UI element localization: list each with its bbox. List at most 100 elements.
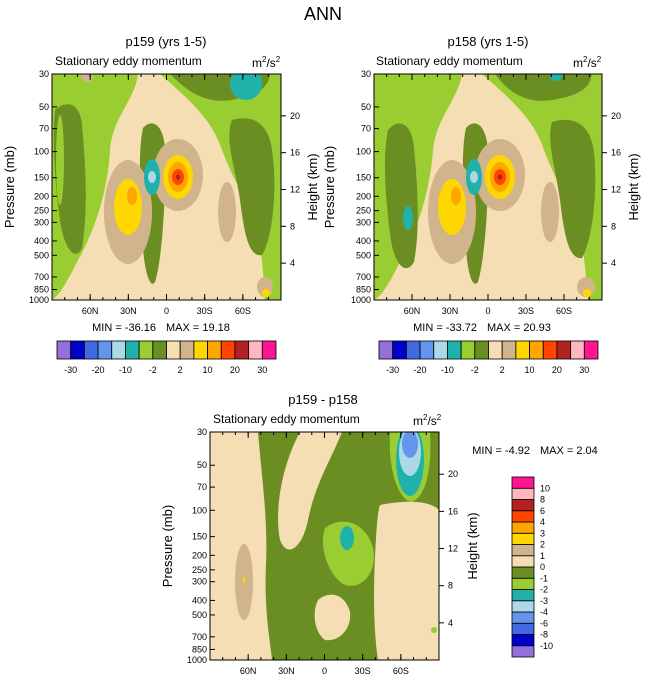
colorbar-label: -2 — [149, 365, 157, 375]
contour-region — [403, 206, 413, 230]
y-axis-label: Pressure (mb) — [2, 146, 17, 228]
panel-title: p158 (yrs 1-5) — [448, 34, 529, 49]
colorbar-label: 8 — [540, 495, 545, 505]
height-tick-label: 4 — [290, 258, 295, 268]
contour-region — [210, 432, 272, 660]
contour-region — [470, 171, 478, 183]
colorbar-label: 30 — [579, 365, 589, 375]
max-label: MAX = 20.93 — [487, 322, 551, 334]
max-label: MAX = 19.18 — [166, 322, 230, 334]
colorbar-swatch — [97, 340, 113, 360]
height-tick-label: 12 — [448, 544, 458, 554]
x-tick-label: 30N — [442, 306, 459, 316]
colorbar-swatch — [511, 622, 535, 635]
contour-region — [314, 594, 351, 641]
panel-p159: p159 (yrs 1-5) Stationary eddy momentum … — [2, 34, 320, 334]
colorbar-swatch — [248, 340, 263, 360]
y-tick-label: 500 — [34, 250, 49, 260]
contour-region — [175, 174, 181, 180]
contour-region — [127, 187, 137, 205]
height-tick-label: 20 — [290, 111, 300, 121]
colorbar-top-left: -30 -20 -10 -2 2 10 20 30 — [56, 340, 277, 375]
y-tick-label: 30 — [197, 427, 207, 437]
colorbar-swatch — [583, 340, 599, 360]
y-tick-label: 30 — [361, 69, 371, 79]
colorbar-swatch — [56, 340, 72, 360]
colorbar-label: 3 — [540, 528, 545, 538]
panel-subtitle: Stationary eddy momentum — [376, 54, 523, 68]
height-tick-label: 16 — [611, 148, 621, 158]
colorbar-swatch — [511, 645, 535, 658]
height-axis-label: Height (km) — [305, 153, 320, 220]
height-ticks: 4 8 12 16 20 — [281, 111, 300, 268]
height-tick-label: 8 — [611, 221, 616, 231]
colorbar-swatch — [207, 340, 222, 360]
contour-region — [218, 182, 236, 242]
contour-region — [230, 74, 262, 100]
y-tick-label: 100 — [192, 505, 207, 515]
height-tick-label: 12 — [290, 185, 300, 195]
contour-fill — [210, 432, 439, 660]
colorbar-label: 2 — [540, 540, 545, 550]
y-tick-label: 850 — [192, 644, 207, 654]
colorbar-label: -30 — [64, 365, 77, 375]
x-tick-label: 30S — [518, 306, 534, 316]
y-tick-label: 50 — [39, 102, 49, 112]
y-tick-label: 700 — [192, 632, 207, 642]
contour-fill — [374, 74, 602, 300]
y-tick-label: 400 — [34, 236, 49, 246]
colorbar-swatch — [460, 340, 476, 360]
colorbar-swatch — [193, 340, 208, 360]
min-label: MIN = -4.92 — [472, 445, 530, 457]
colorbar-swatch — [234, 340, 250, 360]
y-tick-label: 70 — [361, 124, 371, 134]
x-tick-label: 30N — [120, 306, 137, 316]
contour-region — [550, 74, 562, 81]
units-label: m2/s2 — [573, 55, 602, 70]
y-tick-label: 300 — [192, 577, 207, 587]
max-label: MAX = 2.04 — [540, 445, 598, 457]
colorbar-swatch — [511, 544, 535, 557]
height-tick-label: 4 — [448, 618, 453, 628]
contour-region — [438, 179, 466, 235]
y-tick-label: 200 — [192, 550, 207, 560]
y-tick-label: 50 — [197, 460, 207, 470]
colorbar-label: 1 — [540, 551, 545, 561]
y-tick-label: 250 — [356, 206, 371, 216]
height-axis-label: Height (km) — [626, 153, 641, 220]
y-tick-label: 100 — [356, 147, 371, 157]
colorbar-label: -4 — [540, 607, 548, 617]
colorbar-swatch — [378, 340, 394, 360]
x-tick-label: 30S — [197, 306, 213, 316]
colorbar-label: 2 — [500, 365, 505, 375]
y-tick-label: 100 — [34, 147, 49, 157]
colorbar-swatch — [511, 555, 535, 568]
x-tick-label: 60N — [404, 306, 421, 316]
min-label: MIN = -33.72 — [413, 322, 477, 334]
contour-region — [340, 526, 354, 550]
height-tick-label: 8 — [448, 581, 453, 591]
panel-subtitle: Stationary eddy momentum — [55, 54, 202, 68]
colorbar-swatch — [261, 340, 277, 360]
x-tick-label: 0 — [322, 666, 327, 676]
panel-diff: p159 - p158 Stationary eddy momentum m2/… — [160, 392, 598, 676]
y-tick-label: 500 — [356, 250, 371, 260]
colorbar-label: -10 — [119, 365, 132, 375]
contour-region — [550, 119, 596, 259]
height-tick-label: 20 — [611, 111, 621, 121]
colorbar-label: -1 — [540, 573, 548, 583]
y-tick-label: 850 — [356, 285, 371, 295]
y-tick-label: 700 — [34, 272, 49, 282]
contour-region — [229, 118, 275, 256]
colorbar-swatch — [111, 340, 126, 360]
y-tick-label: 70 — [197, 482, 207, 492]
colorbar-label: -3 — [540, 596, 548, 606]
y-tick-label: 30 — [39, 69, 49, 79]
colorbar-swatch — [511, 600, 535, 613]
height-ticks: 4 8 12 16 20 — [439, 469, 458, 628]
colorbar-swatch — [511, 611, 535, 624]
colorbar-swatch — [511, 476, 535, 489]
colorbar-label: -30 — [386, 365, 399, 375]
panel-subtitle: Stationary eddy momentum — [213, 412, 360, 426]
